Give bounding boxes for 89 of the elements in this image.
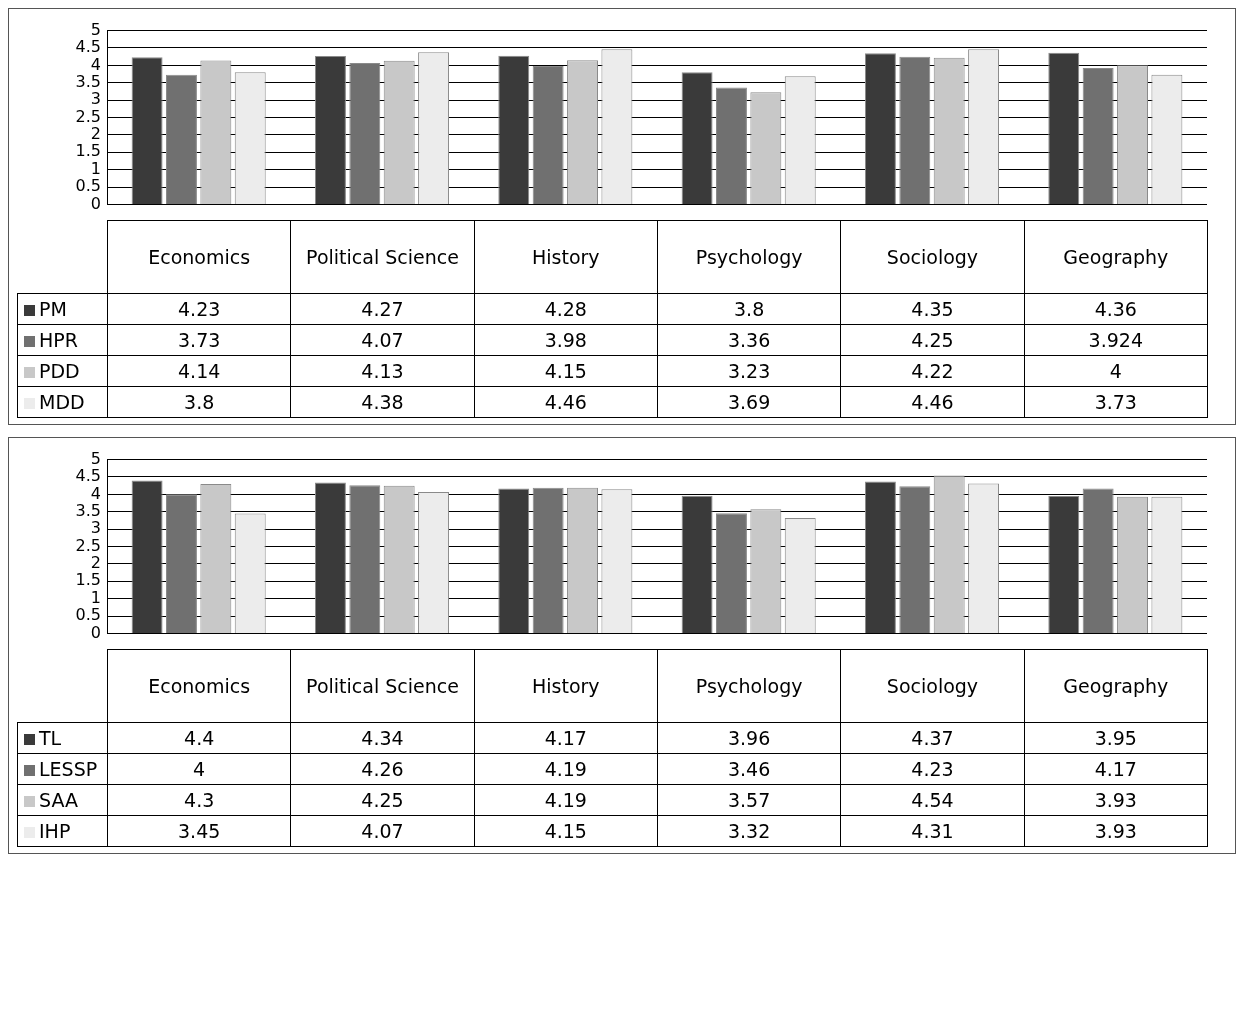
data-label: 4.36 xyxy=(1024,293,1208,325)
data-label: 3.95 xyxy=(1024,722,1208,754)
data-label: 4.26 xyxy=(290,753,475,785)
data-label: 4.07 xyxy=(290,815,475,847)
data-label: 3.98 xyxy=(474,324,658,356)
data-label: 4.38 xyxy=(290,386,475,418)
y-tick-label: 1.5 xyxy=(75,570,101,590)
data-label: 4.07 xyxy=(290,324,475,356)
legend-label: TL xyxy=(17,722,108,754)
y-tick-label: 2 xyxy=(90,124,101,144)
data-label: 4.19 xyxy=(474,784,658,816)
data-label: 3.46 xyxy=(657,753,841,785)
data-label: 3.73 xyxy=(107,324,291,356)
data-label: 3.8 xyxy=(657,293,841,325)
y-tick-label: 0.5 xyxy=(75,605,101,625)
y-tick-label: 5 xyxy=(90,448,101,468)
data-label: 4.34 xyxy=(290,722,475,754)
x-tick-label: History xyxy=(474,649,658,723)
y-tick-label: 3 xyxy=(90,89,101,109)
data-label: 3.23 xyxy=(657,355,841,387)
y-tick-label: 4 xyxy=(90,54,101,74)
data-label: 4.17 xyxy=(1024,753,1208,785)
data-label: 3.57 xyxy=(657,784,841,816)
data-label: 4.54 xyxy=(840,784,1025,816)
data-label: 4.25 xyxy=(290,784,475,816)
legend-label: HPR xyxy=(17,324,108,356)
x-tick-label: Economics xyxy=(107,649,291,723)
data-label: 4.3 xyxy=(107,784,291,816)
data-label: 4.4 xyxy=(107,722,291,754)
data-label: 3.8 xyxy=(107,386,291,418)
data-label: 4.17 xyxy=(474,722,658,754)
x-tick-label: Sociology xyxy=(840,220,1025,294)
data-label: 4.13 xyxy=(290,355,475,387)
data-label: 3.96 xyxy=(657,722,841,754)
y-tick-label: 1 xyxy=(90,587,101,607)
data-label: 4.15 xyxy=(474,815,658,847)
y-tick-label: 3 xyxy=(90,518,101,538)
legend-label: LESSP xyxy=(17,753,108,785)
legend-label: IHP xyxy=(17,815,108,847)
data-label: 3.924 xyxy=(1024,324,1208,356)
data-label: 4.23 xyxy=(107,293,291,325)
y-tick-label: 4.5 xyxy=(75,37,101,57)
data-label: 4.46 xyxy=(474,386,658,418)
y-tick-label: 0 xyxy=(90,622,101,642)
x-tick-label: Sociology xyxy=(840,649,1025,723)
x-tick-label: History xyxy=(474,220,658,294)
data-label: 4.28 xyxy=(474,293,658,325)
data-label: 4.31 xyxy=(840,815,1025,847)
x-tick-label: Political Science xyxy=(290,220,475,294)
data-label: 4.14 xyxy=(107,355,291,387)
data-label: 4.37 xyxy=(840,722,1025,754)
legend-label: SAA xyxy=(17,784,108,816)
y-tick-label: 2.5 xyxy=(75,535,101,555)
legend-label: MDD xyxy=(17,386,108,418)
x-tick-label: Political Science xyxy=(290,649,475,723)
legend-label: PDD xyxy=(17,355,108,387)
y-tick-label: 2 xyxy=(90,553,101,573)
y-tick-label: 1 xyxy=(90,158,101,178)
data-label: 4.19 xyxy=(474,753,658,785)
y-tick-label: 0.5 xyxy=(75,176,101,196)
data-label: 3.93 xyxy=(1024,815,1208,847)
data-label: 3.32 xyxy=(657,815,841,847)
data-label: 4.27 xyxy=(290,293,475,325)
data-label: 4.46 xyxy=(840,386,1025,418)
data-label: 4.35 xyxy=(840,293,1025,325)
data-label: 3.69 xyxy=(657,386,841,418)
y-tick-label: 4.5 xyxy=(75,466,101,486)
data-label: 4.15 xyxy=(474,355,658,387)
x-tick-label: Psychology xyxy=(657,220,841,294)
y-tick-label: 3.5 xyxy=(75,500,101,520)
data-label: 3.93 xyxy=(1024,784,1208,816)
x-tick-label: Geography xyxy=(1024,220,1208,294)
data-label: 4 xyxy=(1024,355,1208,387)
x-tick-label: Psychology xyxy=(657,649,841,723)
x-tick-label: Economics xyxy=(107,220,291,294)
y-tick-label: 2.5 xyxy=(75,106,101,126)
legend-label: PM xyxy=(17,293,108,325)
y-tick-label: 1.5 xyxy=(75,141,101,161)
data-label: 3.73 xyxy=(1024,386,1208,418)
data-label: 4.25 xyxy=(840,324,1025,356)
data-label: 3.36 xyxy=(657,324,841,356)
y-tick-label: 0 xyxy=(90,193,101,213)
data-label: 4.22 xyxy=(840,355,1025,387)
y-tick-label: 4 xyxy=(90,483,101,503)
data-label: 4.23 xyxy=(840,753,1025,785)
x-tick-label: Geography xyxy=(1024,649,1208,723)
data-label: 3.45 xyxy=(107,815,291,847)
y-tick-label: 5 xyxy=(90,19,101,39)
y-tick-label: 3.5 xyxy=(75,71,101,91)
